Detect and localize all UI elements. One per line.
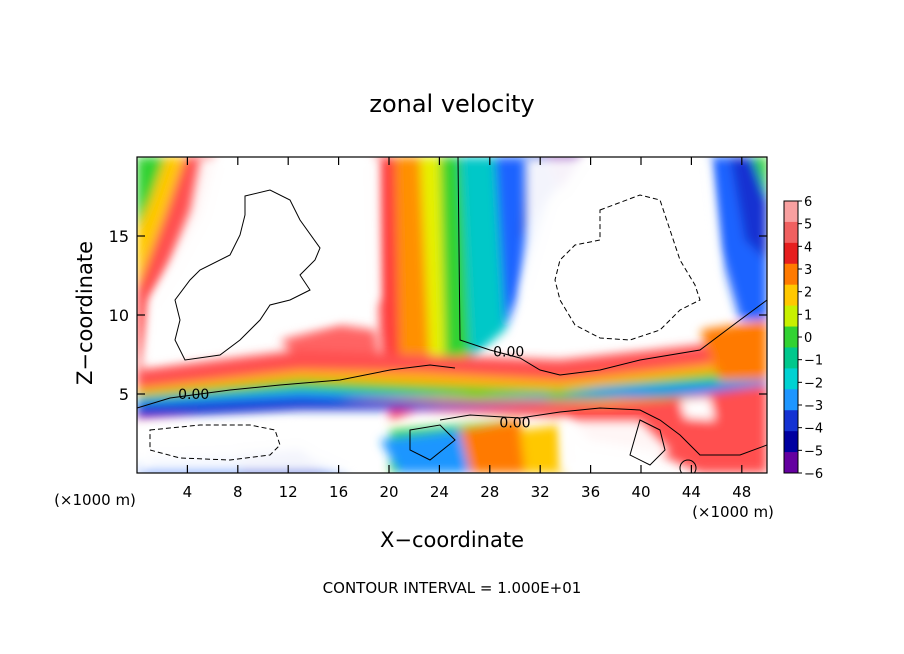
y-tick-label: 10 xyxy=(109,306,129,325)
colorbar-label: −5 xyxy=(804,444,823,459)
colorbar-label: 1 xyxy=(804,308,812,323)
x-tick-label: 12 xyxy=(279,483,298,501)
colorbar-label: −3 xyxy=(804,399,823,414)
contour-interval-text: CONTOUR INTERVAL = 1.000E+01 xyxy=(323,579,582,597)
colorbar-swatch xyxy=(784,221,798,244)
colorbar-label: 3 xyxy=(804,263,812,278)
colorbar-label: 5 xyxy=(804,218,812,233)
colorbar-swatch xyxy=(784,347,798,369)
x-tick-label: 32 xyxy=(531,483,550,501)
x-tick-label: 28 xyxy=(480,483,499,501)
x-tick-label: 48 xyxy=(732,483,751,501)
colorbar-label: 2 xyxy=(804,286,812,301)
colorbar-swatch xyxy=(784,263,798,286)
y-tick-label: 5 xyxy=(119,385,129,404)
colorbar-swatch xyxy=(784,305,798,328)
colorbar-label: 6 xyxy=(804,195,812,210)
colorbar-label: −4 xyxy=(804,422,823,437)
colorbar: 6 5 4 3 2 1 0 −1 −2 −3 −4 −5 −6 xyxy=(783,195,823,482)
colorbar-label: −2 xyxy=(804,376,823,391)
contour-lines xyxy=(137,157,767,473)
x-tick-label: 8 xyxy=(233,483,243,501)
x-unit-left: (×1000 m) xyxy=(54,491,136,509)
contour-label: 0.00 xyxy=(499,415,530,431)
colorbar-swatch xyxy=(784,431,798,453)
contour-label: 0.00 xyxy=(178,387,209,403)
y-tick-label: 15 xyxy=(109,227,129,246)
y-axis-label: Z−coordinate xyxy=(73,241,97,385)
colorbar-swatch xyxy=(784,368,798,390)
colorbar-swatch xyxy=(784,326,798,348)
colorbar-swatch xyxy=(784,284,798,307)
contour-labels: 0.00 0.00 0.00 xyxy=(178,344,530,431)
velocity-field xyxy=(137,157,767,473)
x-tick-label: 20 xyxy=(379,483,398,501)
x-tick-label: 40 xyxy=(631,483,650,501)
colorbar-swatch xyxy=(784,389,798,411)
x-axis: 4 8 12 16 20 24 28 32 36 40 44 48 xyxy=(183,157,751,501)
negative-contours xyxy=(149,194,701,461)
colorbar-swatch xyxy=(784,452,798,474)
x-unit-right: (×1000 m) xyxy=(692,503,774,521)
colorbar-label: 0 xyxy=(804,331,812,346)
plot-area: 0.000.000.00 4 8 12 16 20 24 28 32 36 40 44 48 5101… xyxy=(109,156,768,501)
y-axis: 5 10 15 xyxy=(109,227,767,404)
colorbar-swatch xyxy=(784,201,798,223)
x-tick-label: 36 xyxy=(581,483,600,501)
x-tick-label: 44 xyxy=(682,483,701,501)
colorbar-swatch xyxy=(784,410,798,432)
x-tick-label: 4 xyxy=(183,483,193,501)
chart-title: zonal velocity xyxy=(369,90,534,118)
colorbar-label: −1 xyxy=(804,354,823,369)
x-axis-label: X−coordinate xyxy=(380,528,524,552)
x-tick-label: 16 xyxy=(329,483,348,501)
colorbar-label: −6 xyxy=(804,467,823,482)
colorbar-label: 4 xyxy=(804,240,812,255)
colorbar-swatch xyxy=(784,242,798,265)
x-tick-label: 24 xyxy=(430,483,449,501)
contour-label: 0.00 xyxy=(493,344,524,360)
